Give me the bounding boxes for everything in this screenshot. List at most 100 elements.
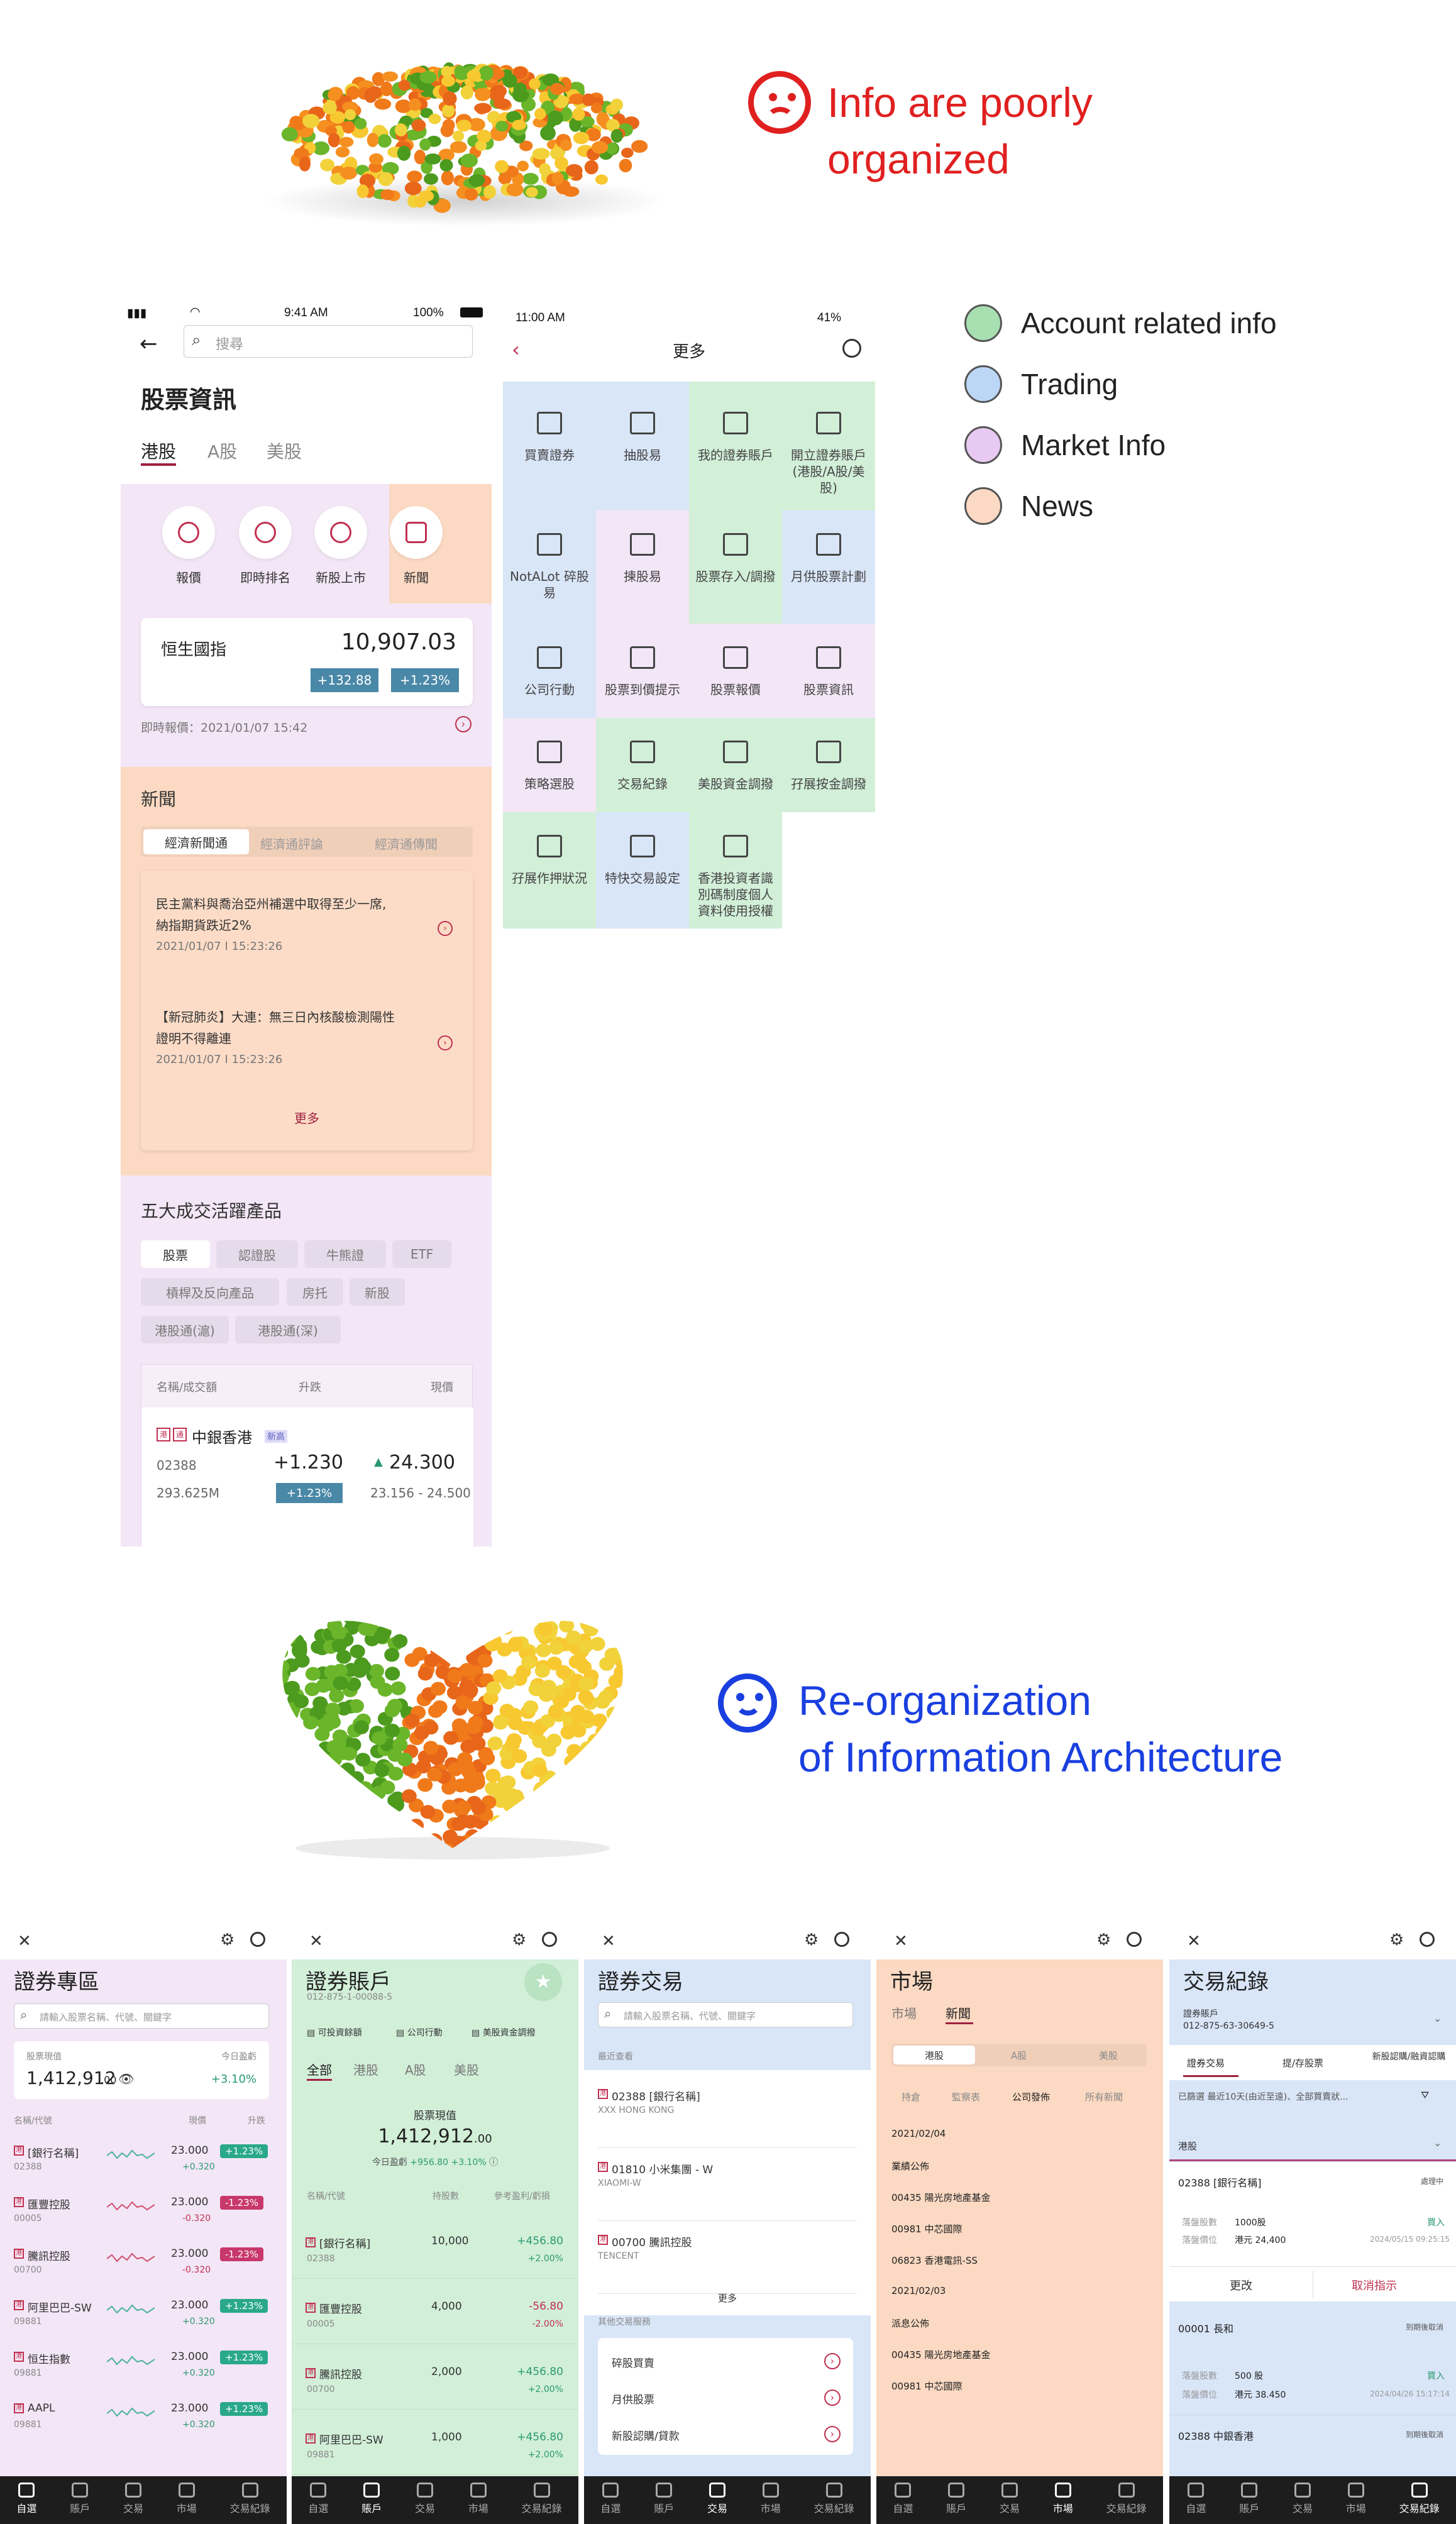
recent-item[interactable]: 港 00700 騰訊控股 TENCENT	[598, 2231, 857, 2294]
news-item[interactable]: 派息公佈	[891, 2318, 930, 2329]
product-chip[interactable]: 新股	[350, 1278, 405, 1306]
sub-holdings[interactable]: 持倉	[902, 2091, 921, 2103]
close-icon[interactable]: ✕	[309, 1932, 323, 1951]
menu-cell[interactable]: 美股資金調撥	[689, 718, 782, 812]
back-chevron-icon[interactable]: ‹	[512, 338, 520, 361]
order-card-3[interactable]: 02388 中銀香港 到期後取消	[1169, 2415, 1456, 2452]
tab-records[interactable]: 交易紀錄	[814, 2483, 854, 2515]
product-chip[interactable]: 牛熊證	[304, 1240, 386, 1268]
product-chip[interactable]: 認證股	[216, 1240, 298, 1268]
tab-watchlist[interactable]: 自選	[1186, 2483, 1206, 2515]
seg-a[interactable]: A股	[1011, 2050, 1027, 2061]
headset-icon[interactable]	[250, 1932, 265, 1947]
tab-watchlist[interactable]: 自選	[16, 2483, 36, 2515]
tab-hk[interactable]: 港股	[353, 2063, 378, 2078]
table-row[interactable]: 港 [銀行名稱] 02388 23.000 +0.320 +1.23%	[0, 2141, 287, 2190]
tab-account[interactable]: 賬戶	[654, 2483, 674, 2515]
product-chip[interactable]: 房托	[287, 1278, 343, 1306]
menu-cell[interactable]: 公司行動	[503, 624, 596, 718]
tab-market[interactable]: 市場	[468, 2483, 488, 2515]
tab-us[interactable]: 美股	[454, 2063, 479, 2078]
menu-cell[interactable]: 抽股易	[596, 382, 689, 510]
tab-ipo[interactable]: 新股認購/融資認購	[1372, 2052, 1446, 2062]
news-tab-2[interactable]: 經濟通評論	[260, 837, 323, 852]
recent-item[interactable]: 港 01810 小米集團 - W XIAOMI-W	[598, 2158, 857, 2221]
table-row[interactable]: 港 [銀行名稱] 02388 10,000 +456.80 +2.00%	[292, 2216, 578, 2279]
tab-account[interactable]: 賬戶	[1239, 2483, 1259, 2515]
chevron-right-icon[interactable]: ›	[438, 921, 453, 936]
corporate-action-link[interactable]: ▤ 公司行動	[396, 2028, 443, 2038]
close-icon[interactable]: ✕	[1187, 1932, 1201, 1951]
menu-cell[interactable]: 交易紀錄	[596, 718, 689, 812]
table-row[interactable]: 港匯豐控股 00005 4,000 -56.80 -2.00%	[292, 2281, 578, 2344]
menu-cell[interactable]: 孖展作押狀況	[503, 812, 596, 929]
menu-cell[interactable]: NotALot 碎股 易	[503, 510, 596, 624]
tab-market[interactable]: 市場	[891, 2006, 917, 2021]
gear-icon[interactable]: ⚙	[1096, 1931, 1111, 1949]
product-chip[interactable]: ETF	[392, 1240, 451, 1268]
close-icon[interactable]: ✕	[602, 1932, 615, 1951]
tab-records[interactable]: 交易紀錄	[522, 2483, 562, 2515]
headset-icon[interactable]	[842, 339, 861, 358]
menu-cell[interactable]: 月供股票計劃	[782, 510, 875, 624]
product-chip[interactable]: 股票	[141, 1240, 210, 1268]
seg-us[interactable]: 美股	[1099, 2050, 1118, 2061]
recent-item[interactable]: 港 02388 [銀行名稱] XXX HONG KONG	[598, 2085, 857, 2148]
tab-us[interactable]: 美股	[267, 441, 302, 462]
chevron-down-icon[interactable]: ⌄	[1433, 2012, 1442, 2024]
sub-watch[interactable]: 監察表	[952, 2091, 981, 2103]
tab-hk[interactable]: 港股	[141, 441, 177, 462]
table-row[interactable]: 港 通 中銀香港 新高 02388 +1.230 ▲ 24.300 293.62…	[141, 1408, 473, 1546]
sub-all-news[interactable]: 所有新聞	[1085, 2091, 1123, 2103]
service-item[interactable]: 月供股票 ›	[598, 2383, 853, 2415]
menu-cell[interactable]: 股票資訊	[782, 624, 875, 718]
menu-cell[interactable]: 股票報價	[689, 624, 782, 718]
gear-icon[interactable]: ⚙	[512, 1931, 527, 1949]
edit-order-button[interactable]: 更改	[1230, 2279, 1252, 2293]
search-input[interactable]: 請輸入股票名稱、代號、關鍵字	[14, 2003, 269, 2029]
menu-cell[interactable]: 我的證券賬戶	[689, 382, 782, 510]
menu-cell[interactable]: 開立證券賬戶 (港股/A股/美 股)	[782, 382, 875, 510]
product-chip[interactable]: 港股通(滬)	[141, 1316, 229, 1343]
tab-records[interactable]: 交易紀錄	[1106, 2483, 1147, 2515]
news-item-1[interactable]: 民主黨料與喬治亞州補選中取得至少一席, 納指期貨跌近2% 2021/01/07 Ι…	[156, 896, 387, 953]
menu-cell[interactable]: 特快交易設定	[596, 812, 689, 929]
tab-watchlist[interactable]: 自選	[600, 2483, 620, 2515]
index-card[interactable]: 恒生國指 10,907.03 +132.88 +1.23%	[141, 618, 473, 706]
gear-icon[interactable]: ⚙	[804, 1931, 819, 1949]
menu-cell[interactable]: 香港投資者識 別碼制度個人 資料使用授權	[689, 812, 782, 929]
tab-market[interactable]: 市場	[1346, 2483, 1366, 2515]
chevron-right-icon[interactable]: ›	[438, 1035, 453, 1050]
table-row[interactable]: 港阿里巴巴-SW 09881 1,000 +456.80 +2.00%	[292, 2412, 578, 2475]
headset-icon[interactable]	[1127, 1932, 1142, 1947]
order-card-2[interactable]: 00001 長和 到期後取消 落盤股數 500 股 買入 落盤價位 港元 38.…	[1169, 2308, 1456, 2415]
close-icon[interactable]: ✕	[18, 1932, 31, 1951]
tab-trade[interactable]: 交易	[1000, 2483, 1020, 2515]
sub-announcements[interactable]: 公司發佈	[1012, 2091, 1051, 2103]
cancel-order-button[interactable]: 取消指示	[1352, 2279, 1397, 2293]
gear-icon[interactable]: ⚙	[220, 1931, 235, 1949]
service-item[interactable]: 碎股買賣 ›	[598, 2347, 853, 2378]
product-chip[interactable]: 港股通(深)	[235, 1316, 341, 1343]
tab-records[interactable]: 交易紀錄	[230, 2483, 270, 2515]
table-row[interactable]: 港阿里巴巴-SW 09881 23.000 +0.320 +1.23%	[0, 2295, 287, 2344]
tab-trade[interactable]: 交易	[415, 2483, 435, 2515]
available-balance-link[interactable]: ▤ 可投資餘額	[307, 2028, 362, 2038]
menu-cell[interactable]: 揀股易	[596, 510, 689, 624]
tab-account[interactable]: 賬戶	[70, 2483, 90, 2515]
menu-cell[interactable]: 股票存入/調撥	[689, 510, 782, 624]
tab-records[interactable]: 交易紀錄	[1399, 2483, 1440, 2515]
menu-cell[interactable]: 孖展按金調撥	[782, 718, 875, 812]
eye-off-icon[interactable]: 👁	[118, 2071, 135, 2086]
search-input[interactable]: ⌕ 搜尋	[184, 325, 473, 358]
menu-cell[interactable]: 策略選股	[503, 718, 596, 812]
chevron-right-icon[interactable]: ›	[455, 716, 472, 732]
star-icon[interactable]: ★	[524, 1963, 562, 2001]
tab-securities[interactable]: 證券交易	[1187, 2058, 1225, 2069]
tab-trade[interactable]: 交易	[123, 2483, 143, 2515]
headset-icon[interactable]	[1420, 1932, 1435, 1947]
table-row[interactable]: 港恒生指數 09881 23.000 +0.320 +1.23%	[0, 2347, 287, 2396]
tab-account[interactable]: 賬戶	[946, 2483, 966, 2515]
product-chip[interactable]: 槓桿及反向產品	[141, 1278, 279, 1306]
more-link[interactable]: 更多	[717, 2293, 737, 2304]
